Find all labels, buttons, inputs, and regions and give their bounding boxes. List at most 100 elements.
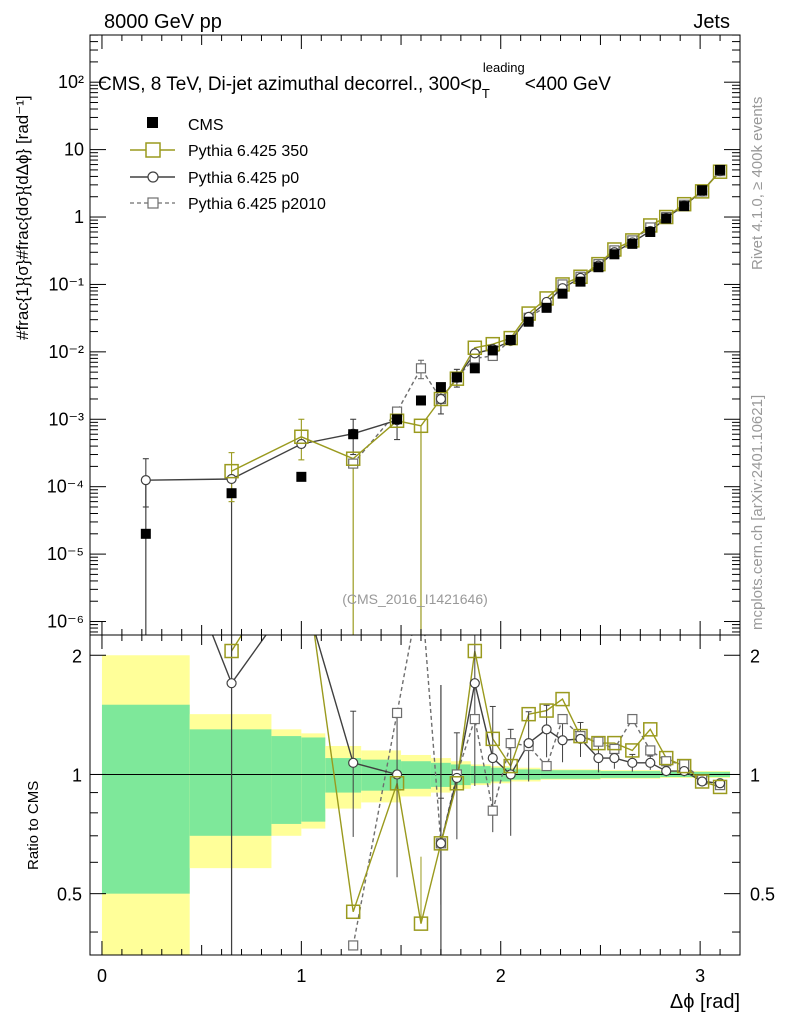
cms-point — [140, 528, 151, 539]
ratio-py350-point — [413, 916, 429, 931]
ratio-p0-point — [645, 757, 656, 768]
y-tick-label: 10⁻¹ — [48, 274, 84, 294]
x-tick-label: 2 — [496, 966, 506, 986]
cms-point — [523, 316, 534, 327]
ratio-p0-point — [609, 752, 620, 764]
process-label: Jets — [693, 11, 730, 33]
p0-line — [145, 170, 721, 481]
cms-point — [296, 471, 307, 482]
ratio-py350-point — [607, 735, 622, 751]
ratio-py350-point — [591, 735, 606, 751]
ratio-py350-point — [676, 758, 692, 774]
cms-point — [435, 382, 446, 393]
ratio-py350-point — [712, 779, 728, 795]
ratio-py350-point — [389, 776, 405, 791]
ratio-py350-point — [503, 758, 518, 774]
p2010-point — [348, 458, 359, 469]
cms-point — [557, 288, 568, 299]
ratio-py350-point — [694, 774, 710, 789]
ratio-p2010-point — [469, 713, 480, 725]
ratio-p2010-point — [348, 940, 359, 951]
ratio-p0-point — [661, 765, 672, 777]
cms-point — [575, 276, 586, 287]
ratio-p0-point — [469, 678, 480, 689]
ratio-py350-point — [345, 904, 361, 920]
py350-point — [449, 371, 465, 386]
legend-cms-marker — [147, 117, 158, 128]
ratio-y-tick-label-right: 0.5 — [750, 885, 775, 905]
y-tick-label: 10² — [58, 72, 84, 92]
ratio-p0-point — [451, 772, 462, 784]
p0-point — [140, 475, 151, 486]
ratio-py350-point — [485, 731, 501, 747]
ratio-p2010-point — [557, 713, 568, 725]
py350-point — [694, 184, 710, 199]
ratio-p2010-point — [487, 805, 498, 816]
cms-point — [505, 334, 516, 345]
py350-point — [413, 418, 429, 434]
ratio-py350-line — [231, 635, 721, 924]
ratio-p0-point — [627, 757, 638, 768]
cms-point — [661, 213, 672, 224]
cms-point — [487, 345, 498, 356]
ratio-y-tick-label: 0.5 — [57, 885, 82, 905]
ratio-p0-point — [575, 733, 586, 744]
p0-point — [469, 348, 480, 359]
cms-point — [226, 488, 237, 499]
chart-title: CMS, 8 TeV, Di-jet azimuthal decorrel., … — [98, 60, 611, 101]
cms-point — [451, 372, 462, 383]
py350-point — [224, 463, 239, 479]
legend-p0-label: Pythia 6.425 p0 — [188, 170, 299, 187]
ratio-band-inner — [271, 736, 302, 824]
ratio-y-tick-label: 1 — [72, 765, 82, 785]
y-tick-label: 10⁻³ — [48, 409, 84, 429]
analysis-label: (CMS_2016_I1421646) — [342, 591, 488, 607]
legend-py350-label: Pythia 6.425 350 — [188, 143, 308, 160]
ratio-band-inner — [301, 737, 326, 822]
ratio-py350-point — [625, 743, 640, 758]
ratio-y-label: Ratio to CMS — [25, 781, 42, 870]
y-tick-label: 10⁻⁶ — [47, 612, 84, 632]
ratio-p0-point — [523, 738, 534, 749]
cms-point — [541, 302, 552, 313]
ratio-series-group — [211, 635, 728, 955]
chart-title-sup: leading — [483, 60, 525, 75]
ratio-p0-point — [226, 678, 237, 689]
ratio-py350-point — [449, 776, 465, 791]
cms-point — [715, 164, 726, 175]
ratio-p0-point — [505, 769, 516, 780]
x-tick-label: 0 — [97, 966, 107, 986]
x-tick-label: 3 — [695, 966, 705, 986]
y-tick-label: 10⁻⁵ — [47, 544, 84, 564]
chart-title-tail: <400 GeV — [525, 74, 611, 95]
py350-point — [467, 340, 483, 356]
ratio-frame — [89, 634, 741, 956]
ratio-p0-point — [541, 724, 552, 735]
legend: CMS Pythia 6.425 350 Pythia 6.425 p0 Pyt… — [130, 117, 326, 213]
ratio-py350-point — [224, 643, 239, 659]
ratio-p0-point — [348, 757, 359, 768]
legend-p2010-label: Pythia 6.425 p2010 — [188, 196, 326, 213]
x-tick-label: 1 — [296, 966, 306, 986]
py350-line — [231, 171, 721, 472]
cms-point — [415, 395, 426, 406]
ratio-py350-point — [467, 643, 483, 659]
ratio-py350-point — [658, 750, 674, 766]
ratio-p2010-point — [593, 736, 604, 747]
legend-p0-marker — [147, 171, 159, 183]
cms-point — [609, 249, 620, 260]
ratio-p0-point — [435, 838, 447, 849]
cms-point — [697, 185, 708, 196]
rivet-label: Rivet 4.1.0, ≥ 400k events — [749, 97, 766, 270]
ratio-p2010-point — [627, 713, 638, 725]
ratio-y-tick-label: 2 — [72, 646, 82, 666]
ratio-py350-point — [539, 703, 554, 718]
legend-cms-label: CMS — [188, 117, 224, 134]
py350-point — [433, 391, 449, 407]
cms-point — [392, 414, 403, 425]
ratio-plot: 0 1 2 3 0.5 0.5 1 1 2 2 Ratio to CMS — [25, 634, 775, 986]
x-axis-label: Δϕ [rad] — [670, 991, 740, 1013]
ratio-p0-point — [697, 776, 708, 787]
ratio-p2010-point — [645, 745, 656, 756]
p0-point — [226, 473, 237, 485]
